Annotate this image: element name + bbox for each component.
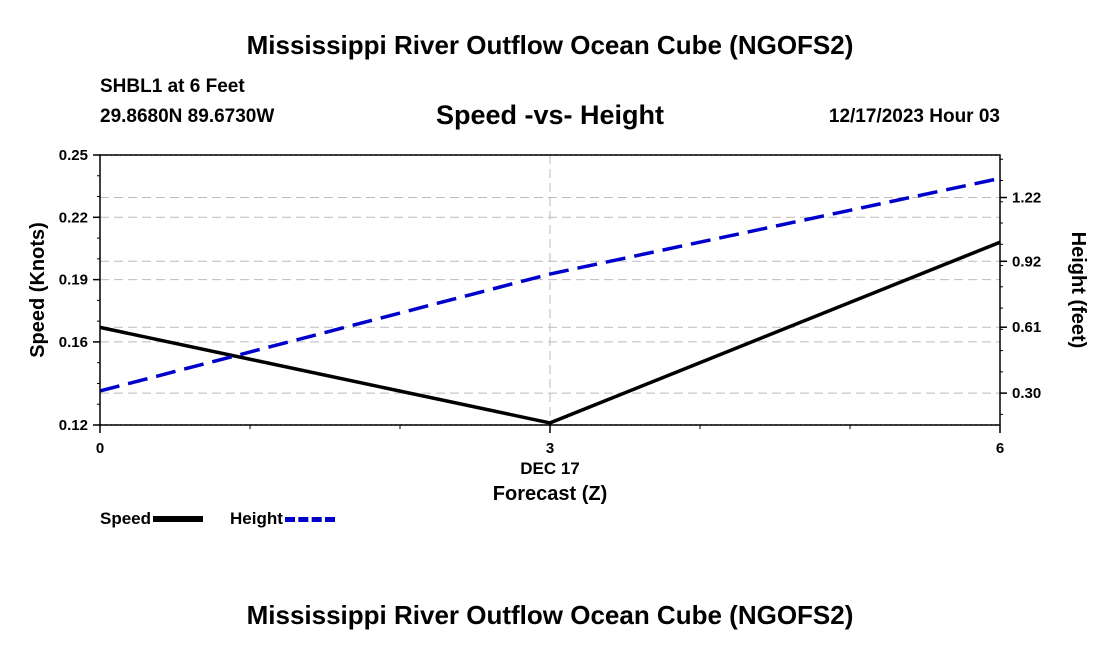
chart-title: Speed -vs- Height (435, 100, 665, 130)
x-tick-label: 0 (96, 440, 104, 457)
series (99, 176, 1001, 425)
y-axis-left-label: Speed (Knots) (27, 222, 49, 358)
grid (100, 154, 1000, 426)
y-right-tick-label: 1.22 (1012, 190, 1041, 207)
y-left-tick-label: 0.19 (59, 272, 88, 289)
x-axis-label: Forecast (Z) (493, 483, 607, 505)
legend-height-label: Height (230, 509, 283, 528)
y-left-tick-label: 0.25 (59, 147, 88, 164)
ticks: 0.12 0.16 0.19 0.22 0.25 0.30 0.61 0.92 1.22 0 3 6 (59, 147, 1041, 457)
legend-speed-label: Speed (100, 509, 152, 528)
station-coordinates: 29.8680N 89.6730W (100, 106, 275, 127)
y-left-tick-label: 0.16 (59, 334, 88, 351)
x-tick-label: 6 (996, 440, 1004, 457)
y-left-tick-label: 0.12 (59, 417, 88, 434)
station-label: SHBL1 at 6 Feet (100, 76, 245, 97)
y-axis-right-label: Height (feet) (1067, 232, 1089, 349)
forecast-datetime: 12/17/2023 Hour 03 (828, 106, 1000, 127)
y-right-tick-label: 0.30 (1012, 385, 1041, 402)
footer-title: Mississippi River Outflow Ocean Cube (NG… (246, 600, 854, 630)
x-tick-label: 3 (546, 440, 554, 457)
legend-entry-height: Height (230, 509, 335, 529)
y-right-tick-label: 0.61 (1012, 319, 1041, 336)
legend-height-swatch (284, 516, 335, 522)
y-left-tick-label: 0.22 (59, 209, 88, 226)
page-title: Mississippi River Outflow Ocean Cube (NG… (246, 30, 854, 60)
legend-entry-speed: Speed (100, 509, 204, 529)
legend-speed-swatch (153, 516, 204, 522)
y-right-tick-label: 0.92 (1012, 253, 1041, 270)
series-line-height (99, 176, 1001, 393)
x-axis-date-label: DEC 17 (520, 459, 580, 478)
series-line-speed (99, 240, 1001, 425)
